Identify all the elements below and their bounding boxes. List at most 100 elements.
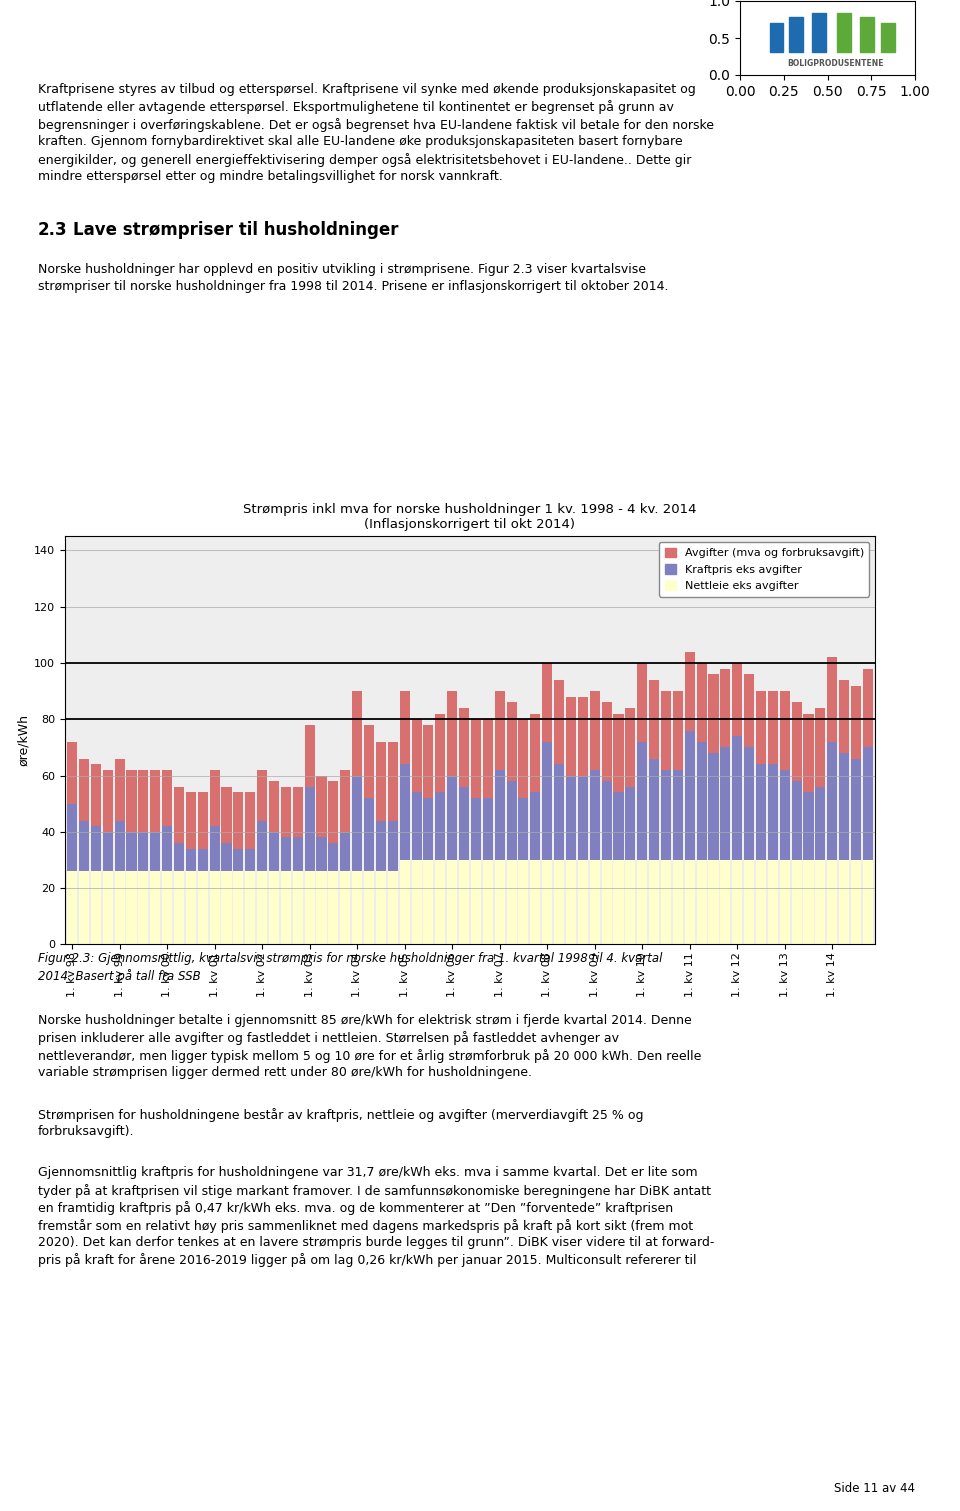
Bar bbox=[697, 860, 707, 944]
Text: Strømprisen for husholdningene består av kraftpris, nettleie og avgifter (merver: Strømprisen for husholdningene består av… bbox=[38, 1108, 643, 1121]
Bar bbox=[340, 771, 350, 833]
Bar bbox=[863, 748, 873, 860]
Bar bbox=[162, 827, 172, 872]
Bar bbox=[138, 833, 149, 872]
Bar bbox=[67, 872, 77, 944]
Bar bbox=[79, 872, 89, 944]
Bar bbox=[684, 651, 695, 730]
Bar bbox=[613, 713, 623, 792]
Text: Kraftprisene styres av tilbud og etterspørsel. Kraftprisene vil synke med økende: Kraftprisene styres av tilbud og ettersp… bbox=[38, 83, 696, 97]
Bar bbox=[91, 827, 101, 872]
Bar bbox=[174, 843, 184, 872]
Bar bbox=[281, 872, 291, 944]
Bar bbox=[364, 798, 374, 872]
Bar bbox=[483, 719, 492, 798]
Bar bbox=[483, 860, 492, 944]
Bar bbox=[815, 860, 826, 944]
Bar bbox=[412, 719, 421, 792]
Bar bbox=[732, 860, 742, 944]
Bar bbox=[815, 787, 826, 860]
Bar bbox=[673, 771, 683, 860]
Bar bbox=[589, 771, 600, 860]
Text: 2020). Det kan derfor tenkes at en lavere strømpris burde legges til grunn”. DiB: 2020). Det kan derfor tenkes at en laver… bbox=[38, 1236, 714, 1250]
Bar bbox=[792, 703, 802, 781]
Text: utflatende eller avtagende etterspørsel. Eksportmulighetene til kontinentet er b: utflatende eller avtagende etterspørsel.… bbox=[38, 101, 674, 115]
Bar bbox=[542, 742, 552, 860]
Bar bbox=[376, 742, 386, 820]
Bar bbox=[863, 669, 873, 748]
Text: en framtidig kraftpris på 0,47 kr/kWh eks. mva. og de kommenterer at ”Den ”forve: en framtidig kraftpris på 0,47 kr/kWh ek… bbox=[38, 1201, 673, 1215]
Bar bbox=[649, 680, 660, 759]
Bar bbox=[471, 719, 481, 798]
Bar bbox=[804, 792, 813, 860]
Bar bbox=[708, 674, 718, 752]
Bar bbox=[222, 787, 231, 843]
Bar bbox=[114, 759, 125, 820]
Bar bbox=[744, 674, 755, 748]
Bar bbox=[589, 691, 600, 771]
Bar bbox=[340, 833, 350, 872]
Bar bbox=[815, 709, 826, 787]
Bar bbox=[198, 849, 207, 872]
Bar bbox=[565, 775, 576, 860]
Bar bbox=[245, 849, 255, 872]
Text: Side 11 av 44: Side 11 av 44 bbox=[834, 1482, 915, 1494]
Text: nettleverandør, men ligger typisk mellom 5 og 10 øre for et årlig strømforbruk p: nettleverandør, men ligger typisk mellom… bbox=[38, 1049, 702, 1062]
Bar bbox=[150, 833, 160, 872]
Bar bbox=[673, 691, 683, 771]
Text: Gjennomsnittlig kraftpris for husholdningene var 31,7 øre/kWh eks. mva i samme k: Gjennomsnittlig kraftpris for husholdnin… bbox=[38, 1166, 698, 1180]
Bar bbox=[67, 742, 77, 804]
Bar bbox=[744, 748, 755, 860]
Bar bbox=[328, 781, 339, 843]
Bar bbox=[257, 820, 267, 872]
Text: strømpriser til norske husholdninger fra 1998 til 2014. Prisene er inflasjonskor: strømpriser til norske husholdninger fra… bbox=[38, 281, 668, 293]
Bar bbox=[209, 872, 220, 944]
Bar bbox=[660, 691, 671, 771]
Text: 2014. Basert på tall fra SSB: 2014. Basert på tall fra SSB bbox=[38, 970, 201, 984]
Bar bbox=[684, 860, 695, 944]
Bar bbox=[150, 872, 160, 944]
Text: begrensninger i overføringskablene. Det er også begrenset hva EU-landene faktisk: begrensninger i overføringskablene. Det … bbox=[38, 118, 714, 131]
Bar bbox=[91, 872, 101, 944]
Bar bbox=[625, 709, 636, 787]
Bar bbox=[863, 860, 873, 944]
Bar bbox=[839, 752, 850, 860]
Bar bbox=[554, 860, 564, 944]
Bar bbox=[494, 691, 505, 771]
Bar bbox=[602, 781, 612, 860]
Bar bbox=[103, 872, 113, 944]
Bar bbox=[780, 691, 790, 771]
Bar bbox=[589, 860, 600, 944]
Bar bbox=[697, 742, 707, 860]
Bar bbox=[209, 827, 220, 872]
Bar bbox=[186, 849, 196, 872]
Bar bbox=[756, 691, 766, 765]
Bar bbox=[423, 860, 434, 944]
Bar bbox=[792, 781, 802, 860]
Bar bbox=[257, 872, 267, 944]
Bar bbox=[768, 860, 778, 944]
Bar bbox=[708, 860, 718, 944]
Bar bbox=[565, 697, 576, 775]
Bar bbox=[435, 713, 445, 792]
Text: BOLIGPRODUSENTENE: BOLIGPRODUSENTENE bbox=[787, 59, 883, 68]
Text: Lave strømpriser til husholdninger: Lave strømpriser til husholdninger bbox=[73, 221, 398, 239]
Bar bbox=[352, 691, 362, 775]
Bar bbox=[494, 771, 505, 860]
Text: variable strømprisen ligger dermed rett under 80 øre/kWh for husholdningene.: variable strømprisen ligger dermed rett … bbox=[38, 1067, 532, 1079]
Bar bbox=[186, 872, 196, 944]
Bar bbox=[768, 691, 778, 765]
Bar bbox=[839, 860, 850, 944]
Bar bbox=[150, 771, 160, 833]
Bar bbox=[578, 860, 588, 944]
Bar bbox=[245, 872, 255, 944]
Bar bbox=[269, 781, 279, 833]
Bar bbox=[340, 872, 350, 944]
Bar bbox=[174, 787, 184, 843]
Bar bbox=[328, 872, 339, 944]
Text: Norske husholdninger betalte i gjennomsnitt 85 øre/kWh for elektrisk strøm i fje: Norske husholdninger betalte i gjennomsn… bbox=[38, 1014, 692, 1027]
Bar bbox=[554, 680, 564, 765]
Bar bbox=[269, 833, 279, 872]
Bar bbox=[352, 775, 362, 872]
Bar bbox=[281, 787, 291, 837]
